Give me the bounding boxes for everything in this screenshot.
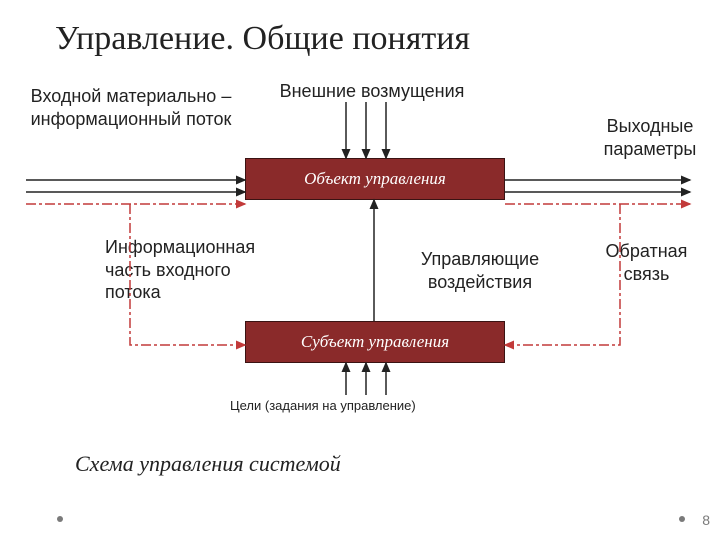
box-subject: Субъект управления bbox=[245, 321, 505, 363]
page-title: Управление. Общие понятия bbox=[55, 18, 470, 61]
label-feedback: Обратная связь bbox=[589, 240, 704, 285]
caption: Схема управления системой bbox=[75, 450, 475, 478]
label-goals: Цели (задания на управление) bbox=[230, 398, 470, 414]
page-number: 8 bbox=[690, 512, 710, 530]
label-input-stream: Входной материально – информационный пот… bbox=[26, 85, 236, 130]
label-disturbances: Внешние возмущения bbox=[262, 80, 482, 103]
box-object: Объект управления bbox=[245, 158, 505, 200]
label-output-params: Выходные параметры bbox=[590, 115, 710, 160]
label-control-actions: Управляющие воздействия bbox=[395, 248, 565, 293]
label-info-part: Информационная часть входного потока bbox=[105, 236, 285, 304]
